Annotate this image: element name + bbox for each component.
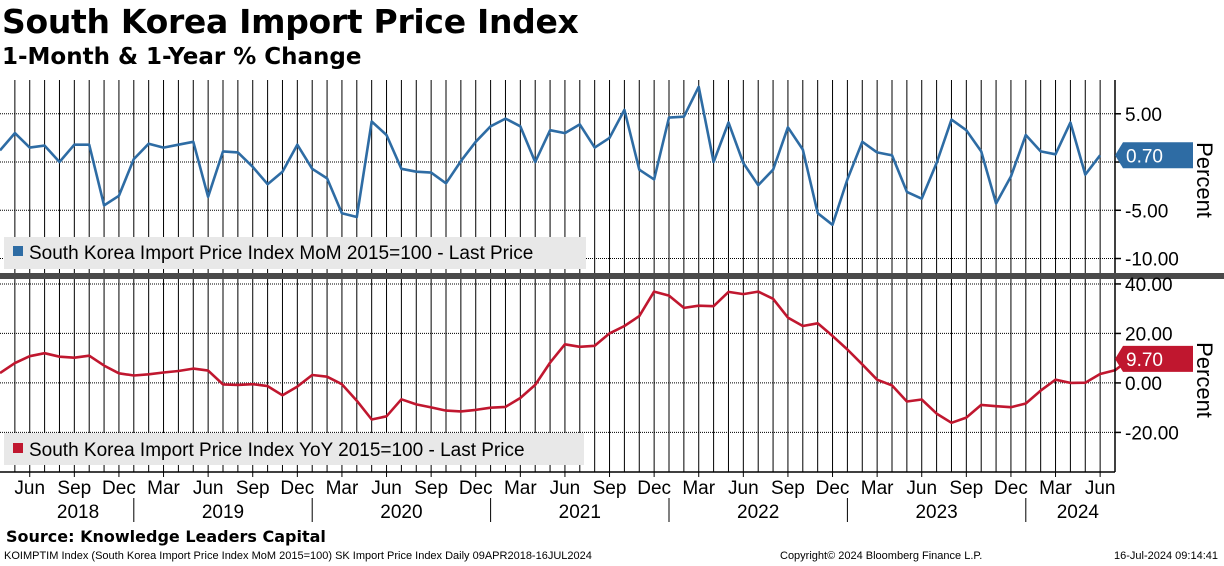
x-month-label: Mar [1039, 478, 1072, 499]
mom-series-line [0, 85, 1102, 227]
x-axis: Jun Sep Dec Mar Jun Sep Dec Mar Jun Sep Dec Mar Jun S… [14, 472, 1115, 523]
x-year-label: 2019 [202, 502, 244, 523]
y-axes: 5.00 -5.00 -10.00 40.00 20.00 0.00 -20.00 [1115, 105, 1179, 444]
x-month-label: Jun [906, 478, 937, 499]
series-lines [0, 85, 1131, 425]
x-year-label: 2023 [915, 502, 957, 523]
x-month-label: Mar [147, 478, 180, 499]
mom-legend-swatch [13, 246, 23, 256]
mom-last-value-label: 0.70 [1126, 146, 1163, 167]
y-tick-label: 20.00 [1125, 324, 1173, 345]
x-year-label: 2018 [57, 502, 99, 523]
chart-title: South Korea Import Price Index [2, 2, 579, 41]
source-note: Source: Knowledge Leaders Capital [6, 527, 326, 546]
x-month-label: Sep [236, 478, 270, 499]
y-tick-label: 40.00 [1125, 275, 1173, 296]
x-month-label: Jun [1085, 478, 1116, 499]
x-month-label: Dec [280, 478, 314, 499]
yoy-series-line [0, 290, 1131, 425]
x-month-label: Sep [414, 478, 448, 499]
yoy-legend-label: South Korea Import Price Index YoY 2015=… [29, 440, 525, 461]
x-month-label: Sep [593, 478, 627, 499]
x-month-label: Jun [14, 478, 45, 499]
yoy-legend-swatch [13, 443, 23, 453]
yoy-legend-box [4, 433, 584, 465]
y-tick-label: 5.00 [1125, 105, 1162, 126]
x-month-label: Sep [57, 478, 91, 499]
y-tick-label: 0.00 [1125, 374, 1162, 395]
x-month-label: Jun [371, 478, 402, 499]
x-month-label: Mar [504, 478, 537, 499]
x-month-label: Dec [102, 478, 136, 499]
last-value-badges: 0.70 9.70 [1115, 142, 1193, 372]
x-month-label: Dec [816, 478, 850, 499]
x-month-label: Dec [459, 478, 493, 499]
copyright-note: Copyright© 2024 Bloomberg Finance L.P. [780, 550, 983, 562]
mom-legend-box [4, 237, 586, 269]
x-month-label: Dec [637, 478, 671, 499]
mom-legend-label: South Korea Import Price Index MoM 2015=… [29, 243, 533, 264]
chart-subtitle: 1-Month & 1-Year % Change [2, 44, 362, 70]
x-month-label: Jun [193, 478, 224, 499]
ticker-line: KOIMPTIM Index (South Korea Import Price… [4, 550, 592, 562]
y-tick-label: -20.00 [1125, 423, 1179, 444]
x-month-label: Dec [994, 478, 1028, 499]
y-tick-label: -5.00 [1125, 201, 1168, 222]
x-month-label: Mar [861, 478, 894, 499]
x-year-label: 2020 [380, 502, 422, 523]
panel-divider [0, 273, 1224, 279]
x-month-label: Sep [771, 478, 805, 499]
x-month-label: Mar [682, 478, 715, 499]
yoy-y-axis-label: Percent [1192, 342, 1217, 418]
x-month-label: Jun [550, 478, 581, 499]
x-month-label: Jun [728, 478, 759, 499]
bottom-panel-grid [0, 279, 1115, 472]
x-month-label: Mar [326, 478, 359, 499]
yoy-last-value-badge [1115, 345, 1193, 372]
mom-last-value-badge [1115, 142, 1193, 169]
x-year-label: 2021 [559, 502, 601, 523]
y-tick-label: -10.00 [1125, 250, 1179, 271]
timestamp: 16-Jul-2024 09:14:41 [1114, 550, 1218, 562]
yoy-last-value-label: 9.70 [1126, 350, 1163, 371]
mom-y-axis-label: Percent [1192, 142, 1217, 218]
x-year-label: 2022 [737, 502, 779, 523]
x-month-label: Sep [949, 478, 983, 499]
x-year-label: 2024 [1057, 502, 1100, 523]
